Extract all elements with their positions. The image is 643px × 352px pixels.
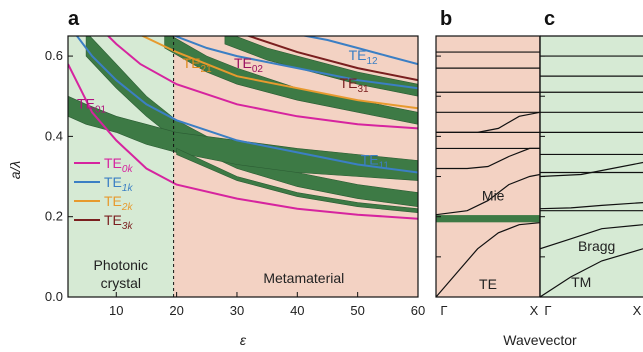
panel-b-plot: Mie TE Γ X <box>435 35 541 318</box>
y-axis-label: a/λ <box>7 161 23 180</box>
x-tick-label: 30 <box>230 303 244 318</box>
mode-curve-3 <box>172 36 418 90</box>
panel-c-band-label: Bragg <box>578 238 615 254</box>
gap-band-2 <box>164 36 418 125</box>
mode-curve-4 <box>300 36 418 66</box>
panel-c-band-curve <box>540 248 643 297</box>
panel-a-plot: 0.0 0.2 0.4 0.6 10 20 30 40 50 60 a/λ ε Photonic… <box>7 35 425 348</box>
panel-letter-c: c <box>544 8 555 30</box>
wavevector-axis-label: Wavevector <box>503 332 577 348</box>
x-tick-label: 40 <box>290 303 304 318</box>
panel-c-polarization-label: TM <box>571 274 591 290</box>
gap-band-4 <box>176 147 418 214</box>
panel-c-background <box>540 36 643 297</box>
panel-c-band-curve <box>540 161 643 178</box>
mode-label: TE21 <box>183 55 212 75</box>
mode-label: TE02 <box>234 55 263 75</box>
y-tick-label: 0.4 <box>45 128 63 143</box>
panel-b-band-curve <box>436 222 540 297</box>
mode-label: TE31 <box>340 75 369 95</box>
y-tick-label: 0.0 <box>45 289 63 304</box>
panel-c-band-curve <box>540 202 643 210</box>
panel-c-x-tick-label: Γ <box>544 303 551 318</box>
legend-entry: TE2k <box>104 193 133 213</box>
panel-c-band-curve <box>540 224 643 250</box>
panel-b-gap-band <box>436 215 540 223</box>
y-tick-label: 0.2 <box>45 209 63 224</box>
mode-curve-6 <box>245 36 418 82</box>
mode-label: TE12 <box>349 47 378 67</box>
mode-label: TE11 <box>361 151 390 171</box>
gap-band-0 <box>85 36 418 208</box>
legend-entry: TE1k <box>104 174 133 194</box>
panel-letter-b: b <box>440 8 452 30</box>
panel-b-x-tick-label: X <box>530 303 539 318</box>
mode-curve-2 <box>75 36 418 174</box>
x-tick-label: 10 <box>109 303 123 318</box>
legend-entry: TE0k <box>104 155 133 175</box>
panel-letter-a: a <box>68 8 80 30</box>
photonic-crystal-label: Photonic crystal <box>94 257 148 291</box>
panel-b-band-curve <box>436 111 540 133</box>
mode-curve-5 <box>140 36 418 110</box>
mode-curve-0 <box>68 63 418 220</box>
panel-c-x-tick-label: X <box>633 303 642 318</box>
x-tick-label: 20 <box>169 303 183 318</box>
panel-b-x-tick-label: Γ <box>440 303 447 318</box>
panel-b-band-curve <box>436 147 540 170</box>
panel-a-frame <box>67 35 419 298</box>
x-tick-label: 50 <box>350 303 364 318</box>
x-tick-label: 60 <box>411 303 425 318</box>
x-axis-label: ε <box>240 332 247 348</box>
panel-b-band-curve <box>436 173 540 216</box>
y-tick-label: 0.6 <box>45 48 63 63</box>
mode-label: TE01 <box>77 95 106 115</box>
panel-b-polarization-label: TE <box>479 276 497 292</box>
panel-b-band-label: Mie <box>482 188 505 204</box>
mode-curve-1 <box>106 36 418 130</box>
metamaterial-label: Metamaterial <box>263 270 344 286</box>
legend-entry: TE3k <box>104 212 133 232</box>
